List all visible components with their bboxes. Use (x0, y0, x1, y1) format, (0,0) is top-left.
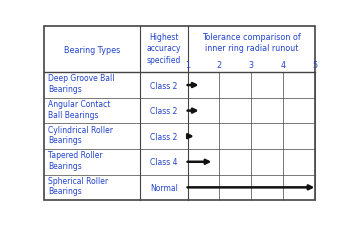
Text: Highest
accuracy
specified: Highest accuracy specified (147, 33, 181, 64)
Text: Deep Groove Ball
Bearings: Deep Groove Ball Bearings (48, 74, 114, 94)
Text: 5: 5 (313, 61, 317, 70)
Text: Class 4: Class 4 (150, 158, 177, 166)
Text: Bearing Types: Bearing Types (64, 45, 120, 54)
Text: Spherical Roller
Bearings: Spherical Roller Bearings (48, 176, 108, 196)
Text: inner ring radial runout: inner ring radial runout (204, 44, 298, 53)
Text: Tapered Roller
Bearings: Tapered Roller Bearings (48, 151, 103, 170)
Text: Tolerance comparison of: Tolerance comparison of (202, 33, 301, 42)
Text: Class 2: Class 2 (150, 81, 177, 90)
Text: Angular Contact
Ball Bearings: Angular Contact Ball Bearings (48, 99, 110, 119)
Text: 3: 3 (249, 61, 254, 70)
Text: 2: 2 (217, 61, 222, 70)
Text: Class 2: Class 2 (150, 132, 177, 141)
Text: 4: 4 (281, 61, 286, 70)
Text: Class 2: Class 2 (150, 107, 177, 116)
Text: Normal: Normal (150, 183, 178, 192)
Text: Cylindrical Roller
Bearings: Cylindrical Roller Bearings (48, 125, 113, 145)
Text: 1: 1 (185, 61, 190, 70)
